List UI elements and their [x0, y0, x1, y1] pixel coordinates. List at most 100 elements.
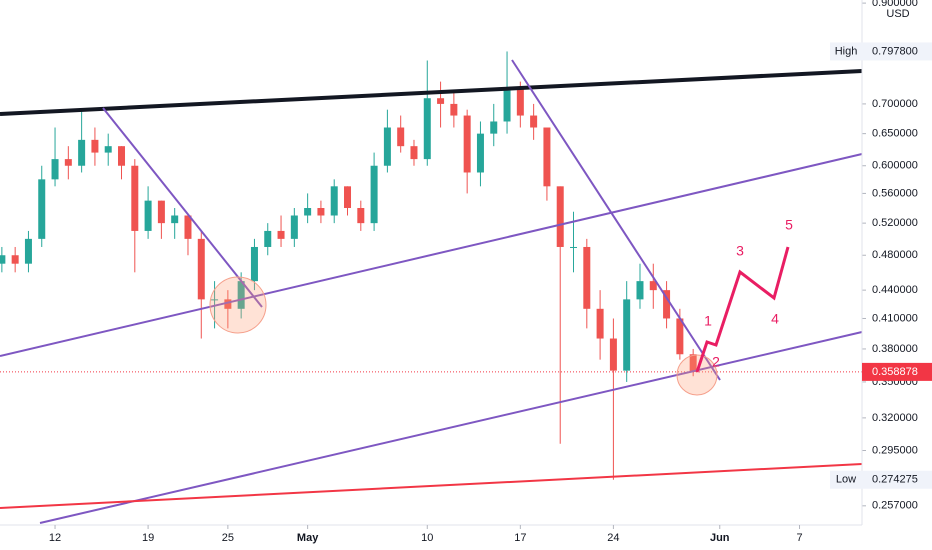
- candle-body: [171, 215, 179, 224]
- candle-body: [476, 133, 484, 173]
- candle-body: [636, 281, 644, 300]
- candle-body: [51, 159, 59, 180]
- wave-label: 2: [712, 354, 720, 370]
- trend-line: [0, 69, 863, 116]
- candle-body: [344, 186, 352, 209]
- candle-body: [676, 318, 684, 355]
- x-tick-label: 12: [49, 532, 61, 544]
- candle-body: [250, 246, 258, 282]
- candle-body: [649, 281, 657, 291]
- candle-body: [290, 215, 298, 239]
- highlight-circle: [209, 276, 267, 334]
- candle-body: [157, 200, 165, 224]
- candle-body: [211, 299, 219, 301]
- channel-line: [39, 331, 863, 524]
- candle-body: [11, 255, 19, 264]
- candle-body: [224, 299, 232, 309]
- wave-path: [695, 246, 790, 373]
- candle-body: [490, 121, 498, 134]
- candle-body: [277, 230, 285, 239]
- candle-body: [663, 290, 671, 319]
- candle-body: [118, 146, 126, 166]
- candle-body: [530, 115, 538, 128]
- marker-value-box: [862, 42, 932, 61]
- y-tick-label: 0.650000: [872, 128, 918, 140]
- candle-body: [197, 238, 205, 300]
- support-line: [0, 463, 863, 509]
- candle-body: [64, 159, 72, 166]
- candle-body: [78, 139, 86, 166]
- candle-body: [689, 354, 697, 372]
- candle-body: [304, 208, 312, 216]
- y-tick-label: 0.380000: [872, 343, 918, 355]
- marker-name: Low: [836, 474, 856, 486]
- trend-line: [102, 107, 263, 308]
- candle-body: [357, 208, 365, 224]
- y-tick-label: 0.480000: [872, 249, 918, 261]
- y-tick-label: 0.257000: [872, 500, 918, 512]
- candle-body: [131, 165, 139, 231]
- marker-value: 0.274275: [872, 474, 918, 486]
- x-tick-label: 10: [421, 532, 433, 544]
- candle-body: [623, 299, 631, 371]
- currency-label: USD: [886, 8, 909, 20]
- x-tick-label: 7: [796, 532, 802, 544]
- candle-body: [570, 246, 578, 248]
- candle-body: [556, 186, 564, 247]
- candle-body: [91, 139, 99, 153]
- y-tick-label: 0.700000: [872, 98, 918, 110]
- x-tick-label: 19: [142, 532, 154, 544]
- marker-name: High: [835, 45, 858, 57]
- candle-body: [38, 179, 46, 239]
- candle-body: [237, 281, 245, 309]
- candle-body: [330, 186, 338, 216]
- candle-body: [104, 146, 112, 153]
- y-tick-label: 0.560000: [872, 187, 918, 199]
- marker-name-box: [830, 470, 862, 489]
- candle-body: [317, 208, 325, 216]
- drawings: 1 2 3 4 5: [0, 59, 863, 524]
- channel-line: [0, 153, 863, 357]
- candle-body: [596, 308, 604, 339]
- marker-name-box: [830, 42, 862, 61]
- candle-body: [397, 127, 405, 147]
- wave-label: 3: [736, 243, 744, 259]
- trend-line: [511, 59, 721, 381]
- candle-body: [423, 98, 431, 160]
- wave-label: 5: [785, 217, 793, 233]
- candle-body: [24, 238, 32, 264]
- candle-body: [609, 338, 617, 371]
- marker-value: 0.797800: [872, 45, 918, 57]
- wave-label: 4: [771, 311, 779, 327]
- y-tick-label: 0.295000: [872, 444, 918, 456]
- x-tick-label: 25: [222, 532, 234, 544]
- candle-body: [410, 146, 418, 160]
- candle-body: [144, 200, 152, 231]
- candle-body: [0, 255, 6, 264]
- y-tick-label: 0.520000: [872, 217, 918, 229]
- candle-body: [370, 165, 378, 224]
- x-tick-label: 24: [607, 532, 619, 544]
- highlight-circle: [676, 354, 718, 396]
- candle-body: [450, 103, 458, 116]
- y-tick-label: 0.410000: [872, 312, 918, 324]
- y-tick-label: 0.440000: [872, 284, 918, 296]
- marker-value-box: [862, 470, 932, 489]
- last-price-label: 0.358878: [872, 366, 918, 378]
- candle-body: [264, 230, 272, 247]
- last-price-box: [862, 362, 932, 381]
- candle-body: [437, 98, 445, 104]
- wave-label: 1: [704, 313, 712, 329]
- candle-body: [543, 127, 551, 187]
- x-tick-label: Jun: [710, 532, 730, 544]
- y-tick-label: 0.900000: [872, 0, 918, 9]
- candle-body: [184, 215, 192, 239]
- candle-body: [503, 87, 511, 122]
- candle-body: [463, 115, 471, 173]
- y-tick-label: 0.600000: [872, 160, 918, 172]
- candle-body: [583, 246, 591, 309]
- candle-body: [383, 127, 391, 166]
- candle-body: [516, 87, 524, 116]
- y-tick-label: 0.320000: [872, 412, 918, 424]
